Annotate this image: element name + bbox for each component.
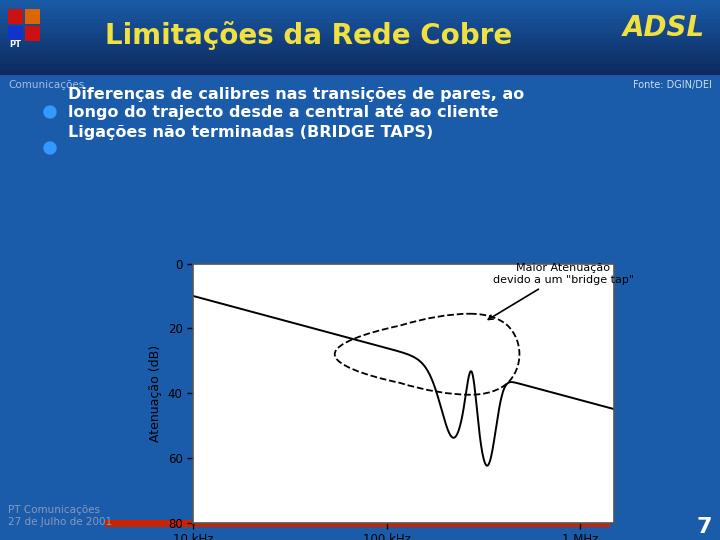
Bar: [0, 37, 720, 41]
Bar: [0, 40, 720, 45]
Text: Comunicações: Comunicações: [8, 80, 84, 90]
Y-axis label: Atenuação (dB): Atenuação (dB): [149, 345, 162, 442]
Bar: [0, 6, 720, 11]
Bar: [0, 33, 720, 37]
Text: Maior Atenuação
devido a um "bridge tap": Maior Atenuação devido a um "bridge tap": [488, 264, 634, 320]
Circle shape: [44, 106, 56, 118]
Text: Ligações não terminadas (BRIDGE TAPS): Ligações não terminadas (BRIDGE TAPS): [68, 125, 433, 140]
Text: PT Comunicações: PT Comunicações: [8, 505, 100, 515]
Text: 7: 7: [696, 517, 712, 537]
Text: longo do trajecto desde a central até ao cliente: longo do trajecto desde a central até ao…: [68, 104, 499, 120]
Bar: [0, 10, 720, 15]
Bar: [0, 75, 720, 77]
Bar: [0, 0, 720, 75]
Circle shape: [44, 142, 56, 154]
Bar: [105, 520, 610, 527]
Bar: [0, 48, 720, 52]
Bar: [0, 3, 720, 8]
Bar: [0, 44, 720, 49]
Text: ADSL: ADSL: [623, 14, 705, 42]
Bar: [0, 22, 720, 26]
Bar: [8, 26, 23, 41]
Bar: [0, 59, 720, 64]
Bar: [0, 14, 720, 19]
Bar: [0, 0, 720, 4]
Bar: [0, 70, 720, 75]
Bar: [25, 9, 40, 24]
Bar: [0, 18, 720, 23]
Text: Diferenças de calibres nas transições de pares, ao: Diferenças de calibres nas transições de…: [68, 87, 524, 102]
Bar: [0, 51, 720, 56]
Bar: [0, 29, 720, 33]
Text: PT: PT: [9, 40, 22, 49]
Bar: [0, 63, 720, 68]
Bar: [0, 25, 720, 30]
Bar: [0, 55, 720, 60]
Bar: [0, 66, 720, 71]
Text: 27 de Julho de 2001: 27 de Julho de 2001: [8, 517, 112, 527]
Bar: [25, 26, 40, 41]
Bar: [8, 9, 23, 24]
Text: Fonte: DGIN/DEI: Fonte: DGIN/DEI: [633, 80, 712, 90]
Text: Limitações da Rede Cobre: Limitações da Rede Cobre: [105, 21, 512, 50]
